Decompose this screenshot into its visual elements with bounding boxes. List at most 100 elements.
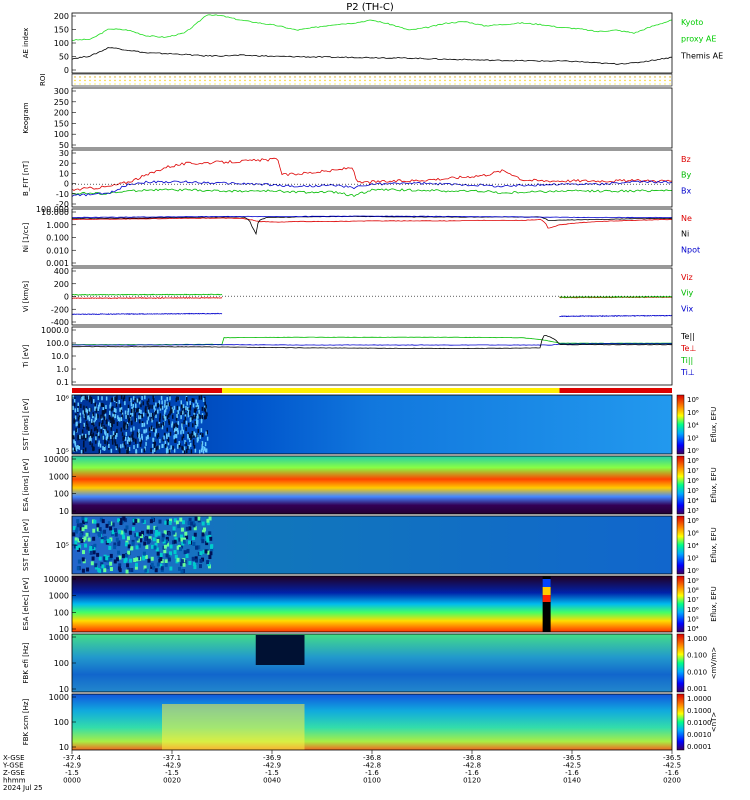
keogram-roi-dot [439,83,441,85]
sst-elec-speckle [98,556,102,561]
keogram-roi-dot [179,76,181,78]
sst-ion-speckle [180,411,182,416]
legend-entry: Ti⊥ [680,368,695,377]
keogram-roi-dot [254,79,256,82]
sst-elec-speckle [206,550,210,555]
sst-ion-speckle [202,445,204,450]
sst-ion-speckle [111,440,114,445]
sst-ion-speckle [86,396,88,401]
sst-ion-speckle [89,395,91,400]
x-tick-label: -1.6 [665,769,679,777]
keogram-roi-dot [314,76,316,78]
sst-elec-speckle [100,539,104,544]
sst-ion-speckle [164,399,166,404]
x-tick-label: -1.6 [565,769,579,777]
keogram-roi-dot [619,83,621,85]
colorbar-tick-label: 1.0000 [687,695,712,703]
sst-ion-speckle [195,419,198,424]
sst-ion-speckle [123,423,126,428]
sst-elec-speckle [113,542,117,547]
sst-ion-speckle [115,403,118,408]
sst-elec-speckle [82,537,86,542]
sst-ion-speckle [156,424,158,429]
sst-ion-speckle [112,406,114,411]
sst-ion-speckle [74,408,77,413]
y-tick-label: 30 [59,149,69,158]
sst-ion-speckle [110,448,113,453]
sst-elec-speckle [96,523,100,528]
keogram-roi-dot [389,76,391,78]
sst-ion-speckle [147,435,149,440]
sst-elec-speckle [180,569,184,574]
panel-frame-sst-ion [71,394,673,455]
sst-ion-speckle [73,447,76,452]
keogram-roi-dot [514,83,516,85]
sst-ion-speckle [114,396,116,401]
sst-elec-speckle [150,564,154,569]
y-tick-label: -20 [56,200,69,209]
sst-ion-speckle [193,431,196,436]
sst-elec-speckle [178,547,182,552]
keogram-roi-dot [484,83,486,85]
keogram-roi-dot [94,79,96,82]
sst-elec-speckle [106,565,110,570]
keogram-roi-dot [99,83,101,85]
sst-ion-speckle [151,418,153,423]
keogram-roi-dot [624,76,626,78]
sst-ion-speckle [167,436,169,441]
sst-elec-speckle [168,520,172,525]
esa-elec-burst-red [542,595,551,602]
sst-ion-speckle [155,414,157,419]
keogram-roi-dot [189,79,191,82]
keogram-roi-dot [424,79,426,82]
sst-elec-speckle [159,557,163,562]
keogram-roi-dot [289,83,291,85]
sst-ion-speckle [175,438,177,443]
sst-elec-speckle [111,530,115,535]
series-bfield-bz [71,157,672,191]
sst-ion-speckle [78,435,80,440]
sst-elec-speckle [75,545,79,550]
sst-ion-speckle [187,409,190,414]
sst-ion-speckle [74,415,77,420]
sst-elec-speckle [132,518,136,523]
x-tick-label: -36.8 [363,754,381,762]
sst-elec-speckle [85,532,89,537]
colorbar-tick-label: 10⁶ [687,477,699,485]
keogram-roi-dot [524,79,526,82]
sst-elec-speckle [208,555,212,560]
sst-ion-speckle [120,409,123,414]
keogram-roi-dot [649,76,651,78]
sst-ion-speckle [186,406,189,411]
sst-ion-speckle [183,449,186,454]
sst-elec-speckle [84,517,88,522]
keogram-roi-dot [219,79,221,82]
keogram-roi-dot [204,76,206,78]
keogram-roi-dot [449,79,451,82]
sst-ion-speckle [157,433,160,438]
sst-ion-speckle [122,436,124,441]
sst-elec-speckle [155,547,159,552]
sst-ion-speckle [153,405,155,410]
keogram-roi-dot [84,76,86,78]
keogram-roi-dot [404,76,406,78]
sst-elec-speckle [205,541,209,546]
sst-elec-speckle [148,536,152,541]
sst-ion-speckle [86,421,88,426]
sst-ion-speckle [150,425,153,430]
sst-elec-speckle [109,556,113,561]
sst-ion-speckle [92,447,94,452]
keogram-roi-dot [464,76,466,78]
sst-ion-speckle [122,443,124,448]
keogram-roi-dot [394,79,396,82]
sst-ion-speckle [121,432,124,437]
keogram-roi-dot [129,83,131,85]
keogram-roi-dot [669,79,671,82]
sst-elec-speckle [133,557,137,562]
keogram-roi-dot [524,76,526,78]
sst-elec-speckle [198,564,202,569]
sst-ion-speckle [167,402,170,407]
keogram-roi-dot [104,79,106,82]
y-tick-label: 150 [54,26,69,35]
keogram-roi-dot [119,79,121,82]
